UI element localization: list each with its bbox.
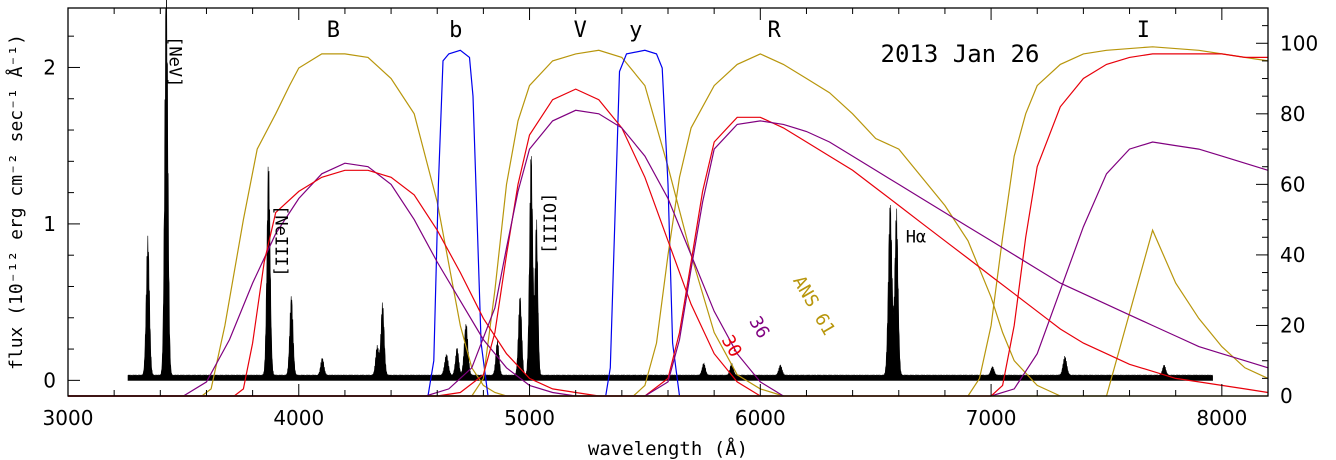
band-label-I: I — [1137, 18, 1150, 43]
band-label-B: B — [327, 18, 340, 43]
x-tick-label: 5000 — [504, 406, 555, 430]
y-right-tick-label: 20 — [1280, 313, 1305, 337]
y-right-tick-label: 0 — [1280, 384, 1293, 408]
band-label-R: R — [768, 18, 782, 43]
x-tick-label: 3000 — [43, 406, 94, 430]
curve-i — [68, 46, 1269, 397]
curve-b — [68, 53, 530, 397]
date-label: 2013 Jan 26 — [881, 40, 1040, 68]
curve-v — [68, 49, 784, 397]
curve-r-sens-36 — [68, 120, 1269, 397]
curve-y — [68, 49, 761, 397]
y-left-tick-label: 1 — [43, 212, 56, 236]
band-label-y: y — [629, 18, 642, 43]
y-right-tick-label: 40 — [1280, 243, 1305, 267]
y-right-tick-label: 60 — [1280, 172, 1305, 196]
y-left-tick-label: 2 — [43, 55, 56, 79]
axis-layer: 3000 4000 5000 6000 7000 8000012020406080100w… — [5, 7, 1318, 460]
y-left-tick-label: 0 — [43, 368, 56, 392]
emission-spectrum — [127, 0, 1213, 381]
x-tick-label: 4000 — [273, 406, 324, 430]
curve-r — [68, 53, 1061, 397]
line-label: [OIII] — [538, 193, 558, 254]
y-right-tick-label: 80 — [1280, 102, 1305, 126]
y-right-tick-label: 100 — [1280, 31, 1318, 55]
line-label: [NeV] — [165, 36, 185, 87]
band-label-b: b — [449, 18, 462, 43]
line-label: Hα — [906, 228, 926, 248]
curve-v-sens-36 — [68, 109, 784, 397]
curve-r-sens-30 — [68, 116, 1269, 397]
band-label-V: V — [574, 18, 587, 43]
x-tick-label: 8000 — [1196, 406, 1247, 430]
x-tick-label: 7000 — [966, 406, 1017, 430]
line-label: [NeIII] — [271, 205, 291, 277]
x-tick-label: 6000 — [735, 406, 786, 430]
x-axis-label: wavelength (Å) — [588, 437, 748, 460]
y-axis-label: flux (10⁻¹² erg cm⁻² sec⁻¹ Å⁻¹) — [5, 34, 27, 370]
curve-v-sens-30 — [68, 88, 761, 397]
